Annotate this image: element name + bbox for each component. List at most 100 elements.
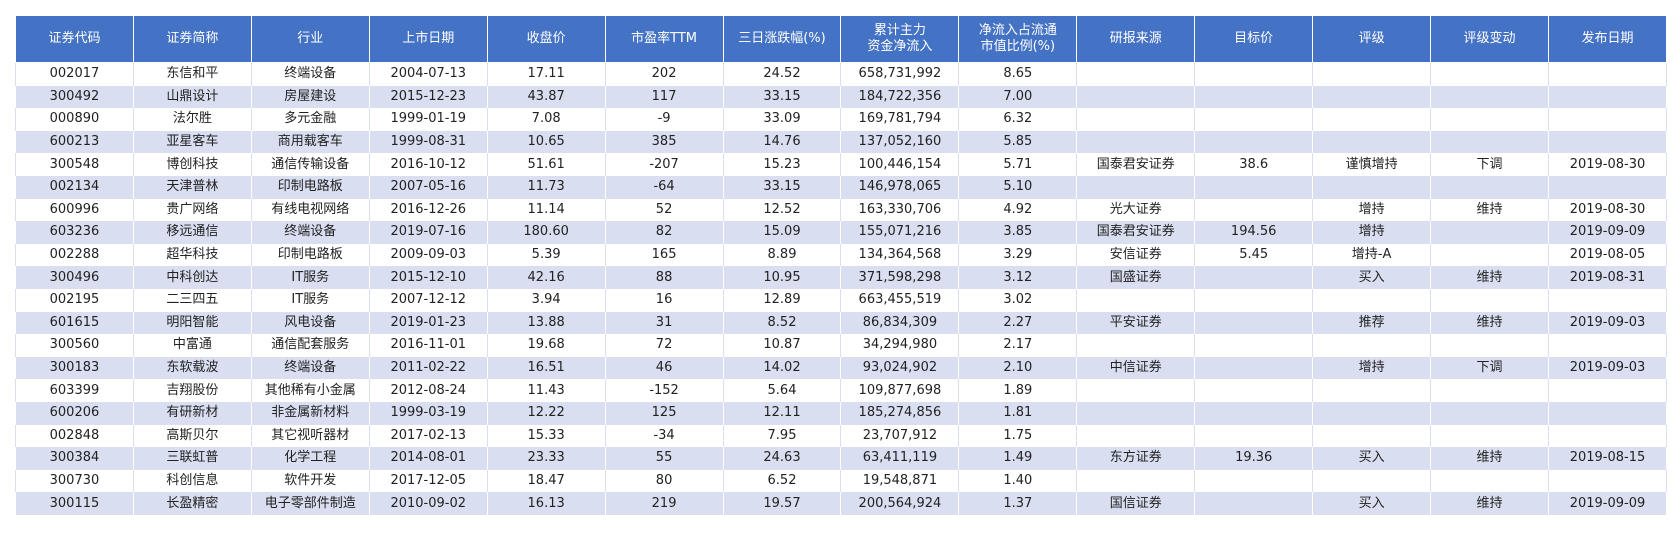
cell-main-net-inflow: 93,024,902	[840, 356, 960, 380]
cell-main-net-inflow: 169,781,794	[840, 108, 960, 131]
header-main-net-inflow: 累计主力 资金净流入	[840, 15, 960, 63]
cell-report-source: 国泰君安证券	[1076, 153, 1196, 176]
cell-inflow-ratio: 3.29	[958, 243, 1078, 267]
cell-main-net-inflow: 100,446,154	[840, 153, 960, 176]
table-row: 300492 山鼎设计 房屋建设 2015-12-23 43.87 117 33.15 184…	[15, 85, 1668, 109]
cell-close-price: 23.33	[486, 447, 606, 470]
cell-listing-date: 2014-08-01	[368, 447, 488, 470]
cell-inflow-ratio: 1.49	[958, 447, 1078, 470]
cell-rating-change	[1430, 401, 1549, 425]
cell-close-price: 17.11	[486, 62, 606, 86]
cell-industry: 风电设备	[250, 311, 370, 335]
cell-report-source	[1076, 108, 1196, 131]
cell-rating-change: 维持	[1430, 266, 1549, 289]
cell-target-price	[1194, 424, 1314, 448]
cell-rating-change	[1430, 221, 1549, 244]
cell-target-price	[1194, 266, 1314, 289]
cell-report-source	[1076, 334, 1196, 357]
cell-3day-change: 15.09	[722, 221, 842, 244]
cell-rating	[1312, 85, 1432, 109]
cell-report-source	[1076, 175, 1196, 199]
cell-name: 法尔胜	[132, 108, 252, 131]
cell-industry: 化学工程	[250, 447, 370, 470]
cell-code: 300384	[15, 447, 134, 470]
cell-target-price: 5.45	[1194, 243, 1314, 267]
cell-publish-date	[1547, 62, 1668, 86]
cell-rating: 推荐	[1312, 311, 1432, 335]
cell-rating-change	[1430, 243, 1549, 267]
cell-main-net-inflow: 23,707,912	[840, 424, 960, 448]
cell-listing-date: 2016-12-26	[368, 198, 488, 222]
cell-listing-date: 2009-09-03	[368, 243, 488, 267]
cell-rating-change	[1430, 288, 1549, 312]
cell-inflow-ratio: 1.89	[958, 379, 1078, 402]
cell-industry: 有线电视网络	[250, 198, 370, 222]
cell-code: 600996	[15, 198, 134, 222]
cell-listing-date: 2017-12-05	[368, 469, 488, 493]
cell-code: 600206	[15, 401, 134, 425]
cell-code: 300115	[15, 492, 134, 515]
cell-name: 超华科技	[132, 243, 252, 267]
cell-rating-change	[1430, 85, 1549, 109]
cell-rating-change	[1430, 108, 1549, 131]
cell-report-source	[1076, 288, 1196, 312]
cell-rating: 买入	[1312, 447, 1432, 470]
cell-main-net-inflow: 34,294,980	[840, 334, 960, 357]
cell-main-net-inflow: 184,722,356	[840, 85, 960, 109]
cell-industry: 商用载客车	[250, 130, 370, 154]
cell-listing-date: 2019-07-16	[368, 221, 488, 244]
cell-rating	[1312, 379, 1432, 402]
cell-inflow-ratio: 5.71	[958, 153, 1078, 176]
cell-3day-change: 19.57	[722, 492, 842, 515]
cell-pe-ttm: 31	[604, 311, 724, 335]
cell-rating: 增持	[1312, 356, 1432, 380]
cell-3day-change: 24.63	[722, 447, 842, 470]
cell-pe-ttm: 219	[604, 492, 724, 515]
cell-code: 002195	[15, 288, 134, 312]
cell-pe-ttm: -64	[604, 175, 724, 199]
cell-main-net-inflow: 200,564,924	[840, 492, 960, 515]
cell-industry: 印制电路板	[250, 243, 370, 267]
cell-report-source	[1076, 469, 1196, 493]
cell-inflow-ratio: 5.10	[958, 175, 1078, 199]
cell-inflow-ratio: 5.85	[958, 130, 1078, 154]
cell-report-source: 东方证券	[1076, 447, 1196, 470]
cell-main-net-inflow: 146,978,065	[840, 175, 960, 199]
cell-3day-change: 6.52	[722, 469, 842, 493]
cell-3day-change: 8.52	[722, 311, 842, 335]
cell-rating: 买入	[1312, 266, 1432, 289]
cell-target-price	[1194, 311, 1314, 335]
cell-rating	[1312, 175, 1432, 199]
cell-publish-date: 2019-08-05	[1547, 243, 1668, 267]
cell-code: 300548	[15, 153, 134, 176]
cell-publish-date	[1547, 108, 1668, 131]
header-pe-ttm: 市盈率TTM	[604, 15, 724, 63]
cell-publish-date	[1547, 334, 1668, 357]
cell-code: 603236	[15, 221, 134, 244]
cell-inflow-ratio: 2.27	[958, 311, 1078, 335]
cell-name: 二三四五	[132, 288, 252, 312]
table-header-row: 证券代码 证券简称 行业 上市日期 收盘价 市盈率TTM 三日涨跌幅(%) 累计主力 资金净流…	[15, 15, 1668, 63]
cell-name: 贵广网络	[132, 198, 252, 222]
cell-rating	[1312, 288, 1432, 312]
table-row: 300115 长盈精密 电子零部件制造 2010-09-02 16.13 219 19.57…	[15, 492, 1668, 515]
cell-name: 高斯贝尔	[132, 424, 252, 448]
cell-inflow-ratio: 6.32	[958, 108, 1078, 131]
cell-industry: 电子零部件制造	[250, 492, 370, 515]
cell-publish-date: 2019-08-31	[1547, 266, 1668, 289]
cell-3day-change: 12.52	[722, 198, 842, 222]
cell-target-price	[1194, 198, 1314, 222]
cell-industry: 其他稀有小金属	[250, 379, 370, 402]
cell-3day-change: 8.89	[722, 243, 842, 267]
cell-target-price	[1194, 379, 1314, 402]
cell-rating-change	[1430, 469, 1549, 493]
table-row: 002288 超华科技 印制电路板 2009-09-03 5.39 165 8.89 134,…	[15, 243, 1668, 267]
cell-close-price: 16.13	[486, 492, 606, 515]
cell-rating-change: 下调	[1430, 356, 1549, 380]
cell-rating-change	[1430, 334, 1549, 357]
cell-3day-change: 15.23	[722, 153, 842, 176]
cell-target-price	[1194, 469, 1314, 493]
cell-target-price	[1194, 401, 1314, 425]
cell-close-price: 11.14	[486, 198, 606, 222]
cell-3day-change: 7.95	[722, 424, 842, 448]
